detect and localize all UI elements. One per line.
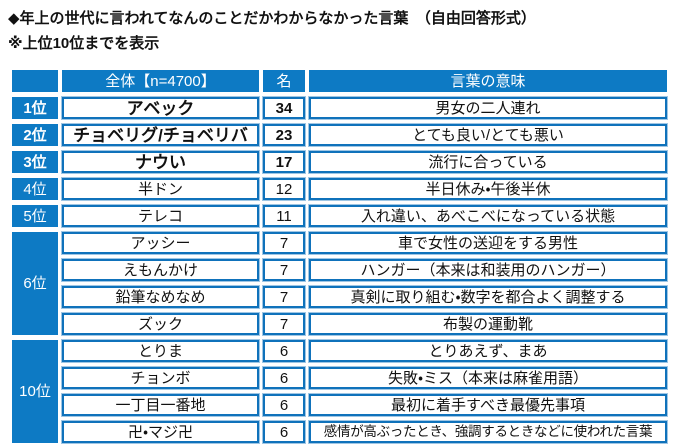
- word-cell: チョンボ: [62, 367, 259, 389]
- page-note: ※上位10位までを表示: [8, 35, 160, 52]
- rank-cell: 5位: [12, 205, 58, 227]
- meaning-cell: 感情が高ぶったとき、強調するときなどに使われた言葉: [309, 421, 667, 443]
- word-cell: 一丁目一番地: [62, 394, 259, 416]
- meaning-cell: 布製の運動靴: [309, 313, 667, 335]
- count-cell: 6: [263, 367, 305, 389]
- meaning-cell: 失敗・ミス（本来は麻雀用語）: [309, 367, 667, 389]
- meaning-cell: とても良い/とても悪い: [309, 124, 667, 146]
- rank-cell: 3位: [12, 151, 58, 173]
- word-cell: アベック: [62, 97, 259, 119]
- rank-cell: 1位: [12, 97, 58, 119]
- meaning-cell: 車で女性の送迎をする男性: [309, 232, 667, 254]
- count-column-header: 名: [263, 70, 305, 92]
- count-cell: 6: [263, 340, 305, 362]
- count-cell: 34: [263, 97, 305, 119]
- word-cell: テレコ: [62, 205, 259, 227]
- count-cell: 7: [263, 313, 305, 335]
- count-cell: 7: [263, 259, 305, 281]
- rank-cell: 4位: [12, 178, 58, 200]
- word-cell: ナウい: [62, 151, 259, 173]
- count-cell: 17: [263, 151, 305, 173]
- meaning-cell: 半日休み・午後半休: [309, 178, 667, 200]
- word-cell: チョベリグ/チョベリバ: [62, 124, 259, 146]
- meaning-cell: ハンガー（本来は和装用のハンガー）: [309, 259, 667, 281]
- rank-cell: 10位: [12, 340, 58, 443]
- count-cell: 12: [263, 178, 305, 200]
- count-cell: 7: [263, 232, 305, 254]
- meaning-cell: 真剣に取り組む・数字を都合よく調整する: [309, 286, 667, 308]
- meaning-cell: とりあえず、まあ: [309, 340, 667, 362]
- word-cell: 卍・マジ卍: [62, 421, 259, 443]
- meaning-cell: 男女の二人連れ: [309, 97, 667, 119]
- meaning-cell: 最初に着手すべき最優先事項: [309, 394, 667, 416]
- count-cell: 11: [263, 205, 305, 227]
- meaning-cell: 流行に合っている: [309, 151, 667, 173]
- count-cell: 23: [263, 124, 305, 146]
- meaning-column-header: 言葉の意味: [309, 70, 667, 92]
- word-cell: とりま: [62, 340, 259, 362]
- count-cell: 7: [263, 286, 305, 308]
- count-cell: 6: [263, 421, 305, 443]
- ranking-table: 全体【n=4700】 名 言葉の意味 1位 アベック 34 男女の二人連れ 2位 チョベリ…: [12, 70, 667, 443]
- page-title: ◆年上の世代に言われてなんのことだかわからなかった言葉 （自由回答形式）: [8, 10, 536, 27]
- word-cell: えもんかけ: [62, 259, 259, 281]
- rank-cell: 2位: [12, 124, 58, 146]
- word-cell: ズック: [62, 313, 259, 335]
- word-cell: アッシー: [62, 232, 259, 254]
- word-cell: 半ドン: [62, 178, 259, 200]
- word-cell: 鉛筆なめなめ: [62, 286, 259, 308]
- rank-column-header: [12, 70, 58, 92]
- meaning-cell: 入れ違い、あべこべになっている状態: [309, 205, 667, 227]
- count-cell: 6: [263, 394, 305, 416]
- rank-cell: 6位: [12, 232, 58, 335]
- word-column-header: 全体【n=4700】: [62, 70, 259, 92]
